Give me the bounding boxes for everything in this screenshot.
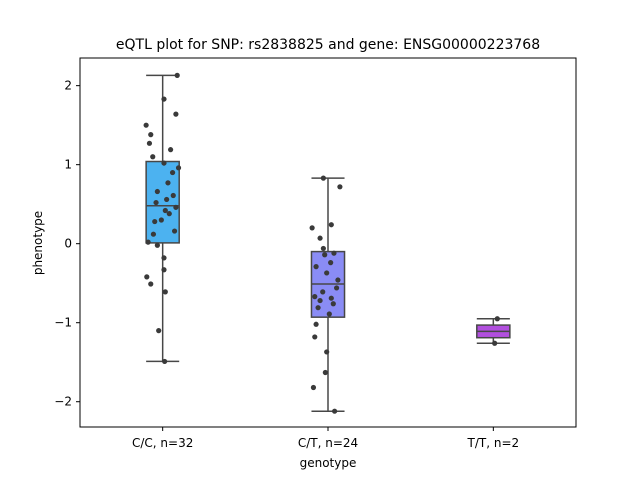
data-point <box>317 297 323 304</box>
data-point <box>333 285 340 291</box>
data-point <box>328 222 334 228</box>
data-point <box>326 311 332 317</box>
data-point <box>313 263 319 270</box>
data-point <box>146 140 153 146</box>
x-axis: C/C, n=32 C/T, n=24 T/T, n=2 <box>132 427 519 450</box>
data-point <box>317 235 323 241</box>
data-point <box>148 132 154 138</box>
data-point <box>494 316 500 322</box>
data-point <box>165 180 171 186</box>
data-point <box>320 245 326 252</box>
y-tick-label: −2 <box>54 395 72 409</box>
data-point <box>161 96 167 102</box>
data-point <box>173 111 179 117</box>
data-point <box>335 277 341 283</box>
data-point <box>320 175 326 181</box>
data-point <box>331 250 337 256</box>
data-point <box>166 211 172 217</box>
data-point <box>492 340 498 346</box>
chart-title: eQTL plot for SNP: rs2838825 and gene: E… <box>116 37 540 53</box>
data-point <box>145 239 151 245</box>
data-point <box>158 217 164 223</box>
data-point <box>150 231 157 237</box>
plot-frame <box>79 57 577 428</box>
data-point <box>312 294 318 300</box>
data-point <box>161 160 167 166</box>
data-point <box>168 147 174 153</box>
data-point <box>337 184 343 190</box>
data-point <box>174 72 180 78</box>
data-point <box>162 358 168 365</box>
data-point <box>175 165 182 171</box>
x-tick-label: T/T, n=2 <box>467 436 520 450</box>
data-point <box>148 281 154 287</box>
data-point <box>315 305 321 311</box>
x-axis-label: genotype <box>300 456 357 470</box>
data-point <box>170 192 176 199</box>
data-point <box>150 154 156 160</box>
point-layer <box>143 72 500 414</box>
data-point <box>143 122 149 128</box>
data-point <box>169 169 176 176</box>
y-tick-label: 1 <box>64 158 72 172</box>
data-point <box>328 260 334 266</box>
data-point <box>156 328 162 334</box>
data-point <box>144 274 150 280</box>
data-point <box>161 255 167 261</box>
data-point <box>320 289 326 295</box>
box-layer <box>145 74 511 412</box>
x-tick-label: C/T, n=24 <box>298 436 358 450</box>
data-point <box>154 242 160 248</box>
data-point <box>313 321 319 327</box>
y-tick-label: 2 <box>64 79 72 93</box>
data-point <box>153 199 159 206</box>
data-point <box>154 188 160 195</box>
data-point <box>312 334 318 340</box>
data-point <box>322 369 328 376</box>
data-point <box>309 225 315 231</box>
data-point <box>328 295 334 301</box>
data-point <box>322 252 328 258</box>
data-point <box>310 384 317 391</box>
data-point <box>173 204 179 210</box>
data-point <box>164 196 170 203</box>
x-tick-label: C/C, n=32 <box>132 436 193 450</box>
y-axis: −2 −1 0 1 2 <box>54 79 80 409</box>
data-point <box>162 207 168 214</box>
data-point <box>324 270 330 276</box>
data-point <box>152 218 158 225</box>
y-tick-label: −1 <box>54 316 72 330</box>
y-tick-label: 0 <box>64 237 72 251</box>
data-point <box>171 228 178 234</box>
y-axis-label: phenotype <box>31 211 45 275</box>
data-point <box>324 349 330 355</box>
data-point <box>330 301 336 307</box>
data-point <box>161 267 167 273</box>
data-point <box>162 289 168 295</box>
data-point <box>332 408 338 414</box>
